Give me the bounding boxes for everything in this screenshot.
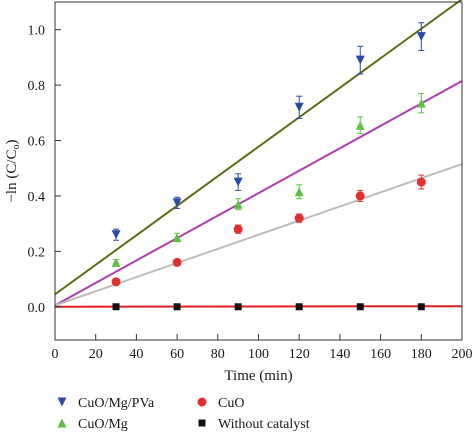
x-tick-label: 80	[211, 347, 225, 362]
data-point-3-0	[112, 303, 120, 311]
data-point-2-1	[172, 257, 182, 267]
x-tick-label: 100	[248, 347, 269, 362]
data-point-1-5	[416, 98, 426, 108]
legend-marker-3	[198, 419, 206, 427]
data-points	[111, 22, 426, 311]
y-axis-ticks: 0.0 0.2 0.4 0.6 0.8 1.0	[28, 24, 61, 316]
data-point-2-2	[233, 224, 243, 234]
legend-label-1: CuO/Mg	[78, 417, 128, 432]
legend-label-2: CuO	[218, 396, 244, 411]
data-point-0-0	[111, 230, 121, 240]
legend-label-0: CuO/Mg/PVa	[78, 396, 155, 411]
data-point-3-1	[173, 303, 181, 311]
fit-line-2	[54, 163, 463, 307]
y-axis-title-main: −ln (C/C	[4, 149, 20, 202]
data-point-0-2	[233, 177, 243, 187]
x-tick-label: 180	[411, 347, 432, 362]
y-tick-label: 1.0	[28, 24, 46, 39]
y-axis-title-sub: o	[11, 144, 22, 149]
x-tick-label: 160	[370, 347, 391, 362]
data-point-3-5	[417, 303, 425, 311]
data-point-1-0	[111, 257, 121, 267]
x-tick-label: 0	[52, 347, 59, 362]
x-tick-label: 120	[289, 347, 310, 362]
y-tick-label: 0.8	[28, 79, 46, 94]
fit-line-0	[54, 0, 463, 296]
data-point-3-4	[356, 303, 364, 311]
x-tick-label: 20	[89, 347, 103, 362]
x-tick-label: 200	[452, 347, 473, 362]
y-tick-label: 0.0	[28, 301, 46, 316]
x-axis-ticks: 0 20 40 60 80 100 120 140 160 180 200	[52, 334, 473, 362]
y-tick-label: 0.2	[28, 245, 46, 260]
y-axis-title: −ln (C/Co)	[4, 139, 22, 202]
data-point-2-0	[111, 277, 121, 287]
data-point-2-5	[416, 177, 426, 187]
legend-label-3: Without catalyst	[218, 417, 310, 432]
fit-line-1	[54, 80, 463, 307]
y-tick-label: 0.6	[28, 135, 46, 150]
data-point-1-4	[355, 120, 365, 130]
legend-marker-0	[57, 397, 67, 407]
fit-line-3	[54, 305, 463, 308]
data-point-1-1	[172, 232, 182, 242]
data-point-1-3	[294, 187, 304, 197]
data-point-0-5	[416, 32, 426, 42]
legend: CuO/Mg/PVa CuO/Mg CuO Without catalyst	[57, 396, 310, 432]
data-point-1-2	[233, 199, 243, 209]
legend-marker-2	[197, 397, 207, 407]
x-tick-label: 40	[129, 347, 143, 362]
x-axis-title: Time (min)	[224, 368, 292, 384]
y-tick-label: 0.4	[28, 190, 46, 205]
legend-marker-1	[57, 418, 67, 428]
data-point-2-4	[355, 191, 365, 201]
data-point-0-3	[294, 102, 304, 112]
plot-frame	[54, 1, 463, 341]
data-point-0-4	[355, 55, 365, 65]
x-tick-label: 140	[329, 347, 350, 362]
data-point-2-3	[294, 213, 304, 223]
data-point-3-2	[234, 303, 242, 311]
data-point-0-1	[172, 198, 182, 208]
data-point-3-3	[295, 303, 303, 311]
fit-lines	[54, 0, 463, 308]
y-axis-title-close: )	[4, 139, 20, 144]
x-tick-label: 60	[170, 347, 184, 362]
